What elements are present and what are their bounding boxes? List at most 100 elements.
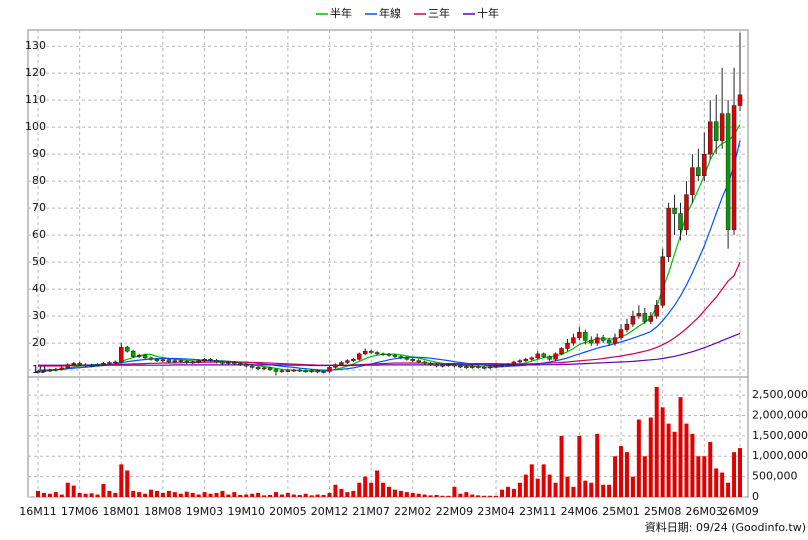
volume-bar (529, 464, 534, 497)
candle-body (535, 353, 540, 359)
volume-bar (678, 397, 683, 497)
volume-bar (500, 489, 505, 497)
volume-bar (149, 489, 154, 497)
volume-bar (297, 494, 302, 497)
volume-bar (482, 495, 487, 497)
volume-bar (392, 489, 397, 497)
candle-body (529, 357, 535, 360)
x-tick-label: 17M06 (61, 505, 99, 518)
volume-bar (89, 493, 94, 497)
volume-bar (565, 476, 570, 497)
volume-bar (488, 495, 493, 497)
volume-bar (41, 492, 46, 497)
volume-bar (357, 482, 362, 497)
volume-bar (494, 495, 499, 497)
x-tick-label: 18M08 (144, 505, 182, 518)
volume-bar (666, 423, 671, 497)
volume-bar (178, 493, 183, 497)
volume-bar (119, 464, 124, 497)
volume-bar (196, 494, 201, 497)
x-tick-label: 23M04 (477, 505, 515, 518)
candle-body (65, 364, 70, 369)
candle-body (571, 337, 576, 344)
volume-bar (47, 493, 52, 497)
x-tick-label: 26M09 (721, 505, 759, 518)
candle-body (422, 361, 427, 364)
volume-bar (327, 492, 332, 497)
y-tick-label: 30 (32, 309, 46, 322)
candle-body (547, 356, 552, 360)
candle-body (672, 207, 677, 214)
volume-bar (143, 493, 148, 497)
candle-body (702, 153, 707, 176)
volume-bar (113, 492, 118, 497)
candle-body (624, 323, 630, 330)
volume-bar (630, 476, 635, 497)
x-tick-label: 22M02 (394, 505, 432, 518)
candle-body (273, 369, 279, 372)
source-note: 資料日期: 09/24 (Goodinfo.tw) (645, 520, 806, 534)
volume-bar (726, 482, 731, 497)
candle-body (59, 367, 65, 370)
volume-bar (262, 495, 267, 497)
candle-body (386, 354, 392, 356)
volume-bar (232, 492, 237, 497)
candle-body (47, 369, 53, 372)
volume-bar (226, 494, 231, 497)
y-tick-label: 80 (32, 174, 46, 187)
candle-body (113, 361, 118, 364)
volume-bar (511, 488, 516, 497)
volume-bar (553, 482, 558, 497)
volume-bar (732, 452, 737, 497)
volume-bar (273, 492, 278, 497)
candle-body (327, 367, 332, 372)
volume-bar (541, 464, 546, 497)
volume-bar (452, 486, 457, 497)
candle-body (583, 332, 588, 341)
candle-body (594, 337, 600, 344)
candle-body (654, 305, 659, 317)
y-tick-label: 90 (32, 147, 46, 160)
volume-bar (398, 490, 403, 497)
candle-body (243, 364, 249, 367)
candle-body (214, 360, 219, 363)
x-tick-label: 19M03 (186, 505, 224, 518)
candle-body (279, 370, 285, 372)
volume-bar (619, 446, 624, 497)
candle-body (77, 363, 82, 365)
candle-body (380, 353, 386, 356)
candle-body (493, 365, 499, 368)
candle-body (83, 364, 88, 367)
volume-bar (95, 494, 100, 497)
volume-bar (523, 474, 528, 497)
candle-body (333, 364, 338, 368)
volume-bar (434, 494, 439, 497)
candle-body (475, 366, 481, 368)
volume-bar (351, 490, 356, 497)
y-tick-label: 60 (32, 228, 46, 241)
candle-body (101, 363, 106, 365)
candle-body (565, 342, 570, 349)
candle-body (226, 362, 231, 364)
candle-body (160, 359, 166, 362)
candle-body (255, 367, 261, 369)
candle-body (577, 332, 582, 338)
y-tick-label: 100 (25, 120, 46, 133)
volume-bar (238, 494, 243, 497)
candle-body (428, 363, 433, 365)
x-tick-label: 24M06 (561, 505, 599, 518)
volume-bar (684, 423, 689, 497)
candle-body (636, 313, 642, 317)
x-tick-label: 22M09 (436, 505, 474, 518)
volume-bar (65, 482, 70, 497)
volume-bar (428, 495, 433, 497)
y2-tick-label: 2,500,000 (752, 388, 808, 401)
candle-body (517, 360, 523, 363)
volume-bar (458, 493, 463, 497)
candle-body (166, 359, 172, 363)
volume-bar (333, 484, 338, 497)
volume-bar (107, 490, 112, 497)
candle-body (725, 113, 731, 230)
candle-body (731, 105, 737, 230)
